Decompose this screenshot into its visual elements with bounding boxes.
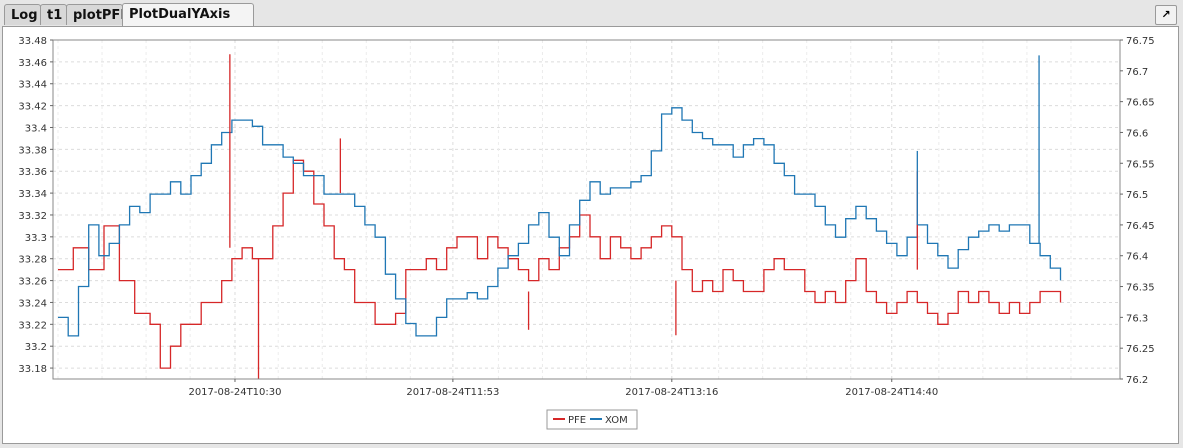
right-y-tick-label: 76.4 [1126, 252, 1148, 263]
tab-label: Log [11, 8, 38, 23]
right-y-tick-label: 76.2 [1126, 375, 1148, 386]
plot-panel: 33.18 33.2 33.22 33.24 33.26 33.28 33.3 33.32 33… [2, 26, 1179, 444]
left-y-axis: 33.18 33.2 33.22 33.24 33.26 33.28 33.3 33.32 33… [18, 36, 53, 375]
left-y-tick-label: 33.24 [18, 298, 47, 309]
left-y-tick-label: 33.4 [25, 123, 47, 134]
x-tick-label: 2017-08-24T11:53 [406, 387, 499, 398]
left-y-tick-label: 33.28 [18, 255, 47, 266]
left-y-tick-label: 33.38 [18, 145, 47, 156]
dual-axis-line-chart: 33.18 33.2 33.22 33.24 33.26 33.28 33.3 33.32 33… [18, 36, 1155, 430]
left-y-tick-label: 33.48 [18, 36, 47, 47]
left-y-tick-label: 33.36 [18, 167, 47, 178]
left-y-tick-label: 33.18 [18, 364, 47, 375]
right-y-tick-label: 76.7 [1126, 67, 1148, 78]
series-line-pfe [58, 159, 1062, 369]
right-y-tick-label: 76.25 [1126, 344, 1155, 355]
right-y-tick-label: 76.45 [1126, 221, 1155, 232]
legend-label-xom: XOM [605, 415, 628, 426]
grid [53, 39, 1120, 379]
left-y-tick-label: 33.26 [18, 277, 47, 288]
tab-plotdualyaxis[interactable]: PlotDualYAxis ↗ ✕ [122, 3, 254, 42]
tab-bar: Log t1 plotPFE PlotDualYAxis ↗ ✕ ↗ [0, 0, 1183, 42]
left-y-tick-label: 33.32 [18, 211, 47, 222]
tab-t1[interactable]: t1 [40, 4, 67, 25]
x-tick-label: 2017-08-24T13:16 [625, 387, 718, 398]
right-y-tick-label: 76.55 [1126, 159, 1155, 170]
tab-log[interactable]: Log [4, 4, 41, 25]
left-y-tick-label: 33.3 [25, 233, 47, 244]
legend-label-pfe: PFE [568, 415, 586, 426]
series-line-xom [58, 107, 1062, 337]
x-axis: 2017-08-24T10:30 2017-08-24T11:53 2017-08-… [188, 379, 938, 398]
left-y-tick-label: 33.46 [18, 58, 47, 69]
tab-label: plotPFE [73, 8, 130, 23]
maximize-popout-button[interactable]: ↗ [1155, 5, 1177, 25]
right-y-tick-label: 76.35 [1126, 283, 1155, 294]
x-tick-label: 2017-08-24T14:40 [845, 387, 938, 398]
right-y-tick-label: 76.75 [1126, 36, 1155, 47]
right-y-tick-label: 76.3 [1126, 313, 1148, 324]
right-y-tick-label: 76.65 [1126, 98, 1155, 109]
right-y-axis: 76.2 76.25 76.3 76.35 76.4 76.45 76.5 76.55 76.6… [1120, 36, 1155, 386]
plot-area-frame [52, 39, 1121, 380]
right-y-tick-label: 76.6 [1126, 128, 1148, 139]
x-tick-label: 2017-08-24T10:30 [188, 387, 281, 398]
left-y-tick-label: 33.22 [18, 320, 47, 331]
right-y-tick-label: 76.5 [1126, 190, 1148, 201]
left-y-tick-label: 33.2 [25, 342, 47, 353]
tab-plotpfe[interactable]: plotPFE [66, 4, 129, 25]
left-y-tick-label: 33.34 [18, 189, 47, 200]
tab-label: PlotDualYAxis [129, 7, 231, 22]
series-layer [58, 54, 1062, 379]
left-y-tick-label: 33.44 [18, 80, 47, 91]
legend: PFE XOM [546, 409, 638, 430]
left-y-tick-label: 33.42 [18, 102, 47, 113]
tab-label: t1 [47, 8, 63, 23]
